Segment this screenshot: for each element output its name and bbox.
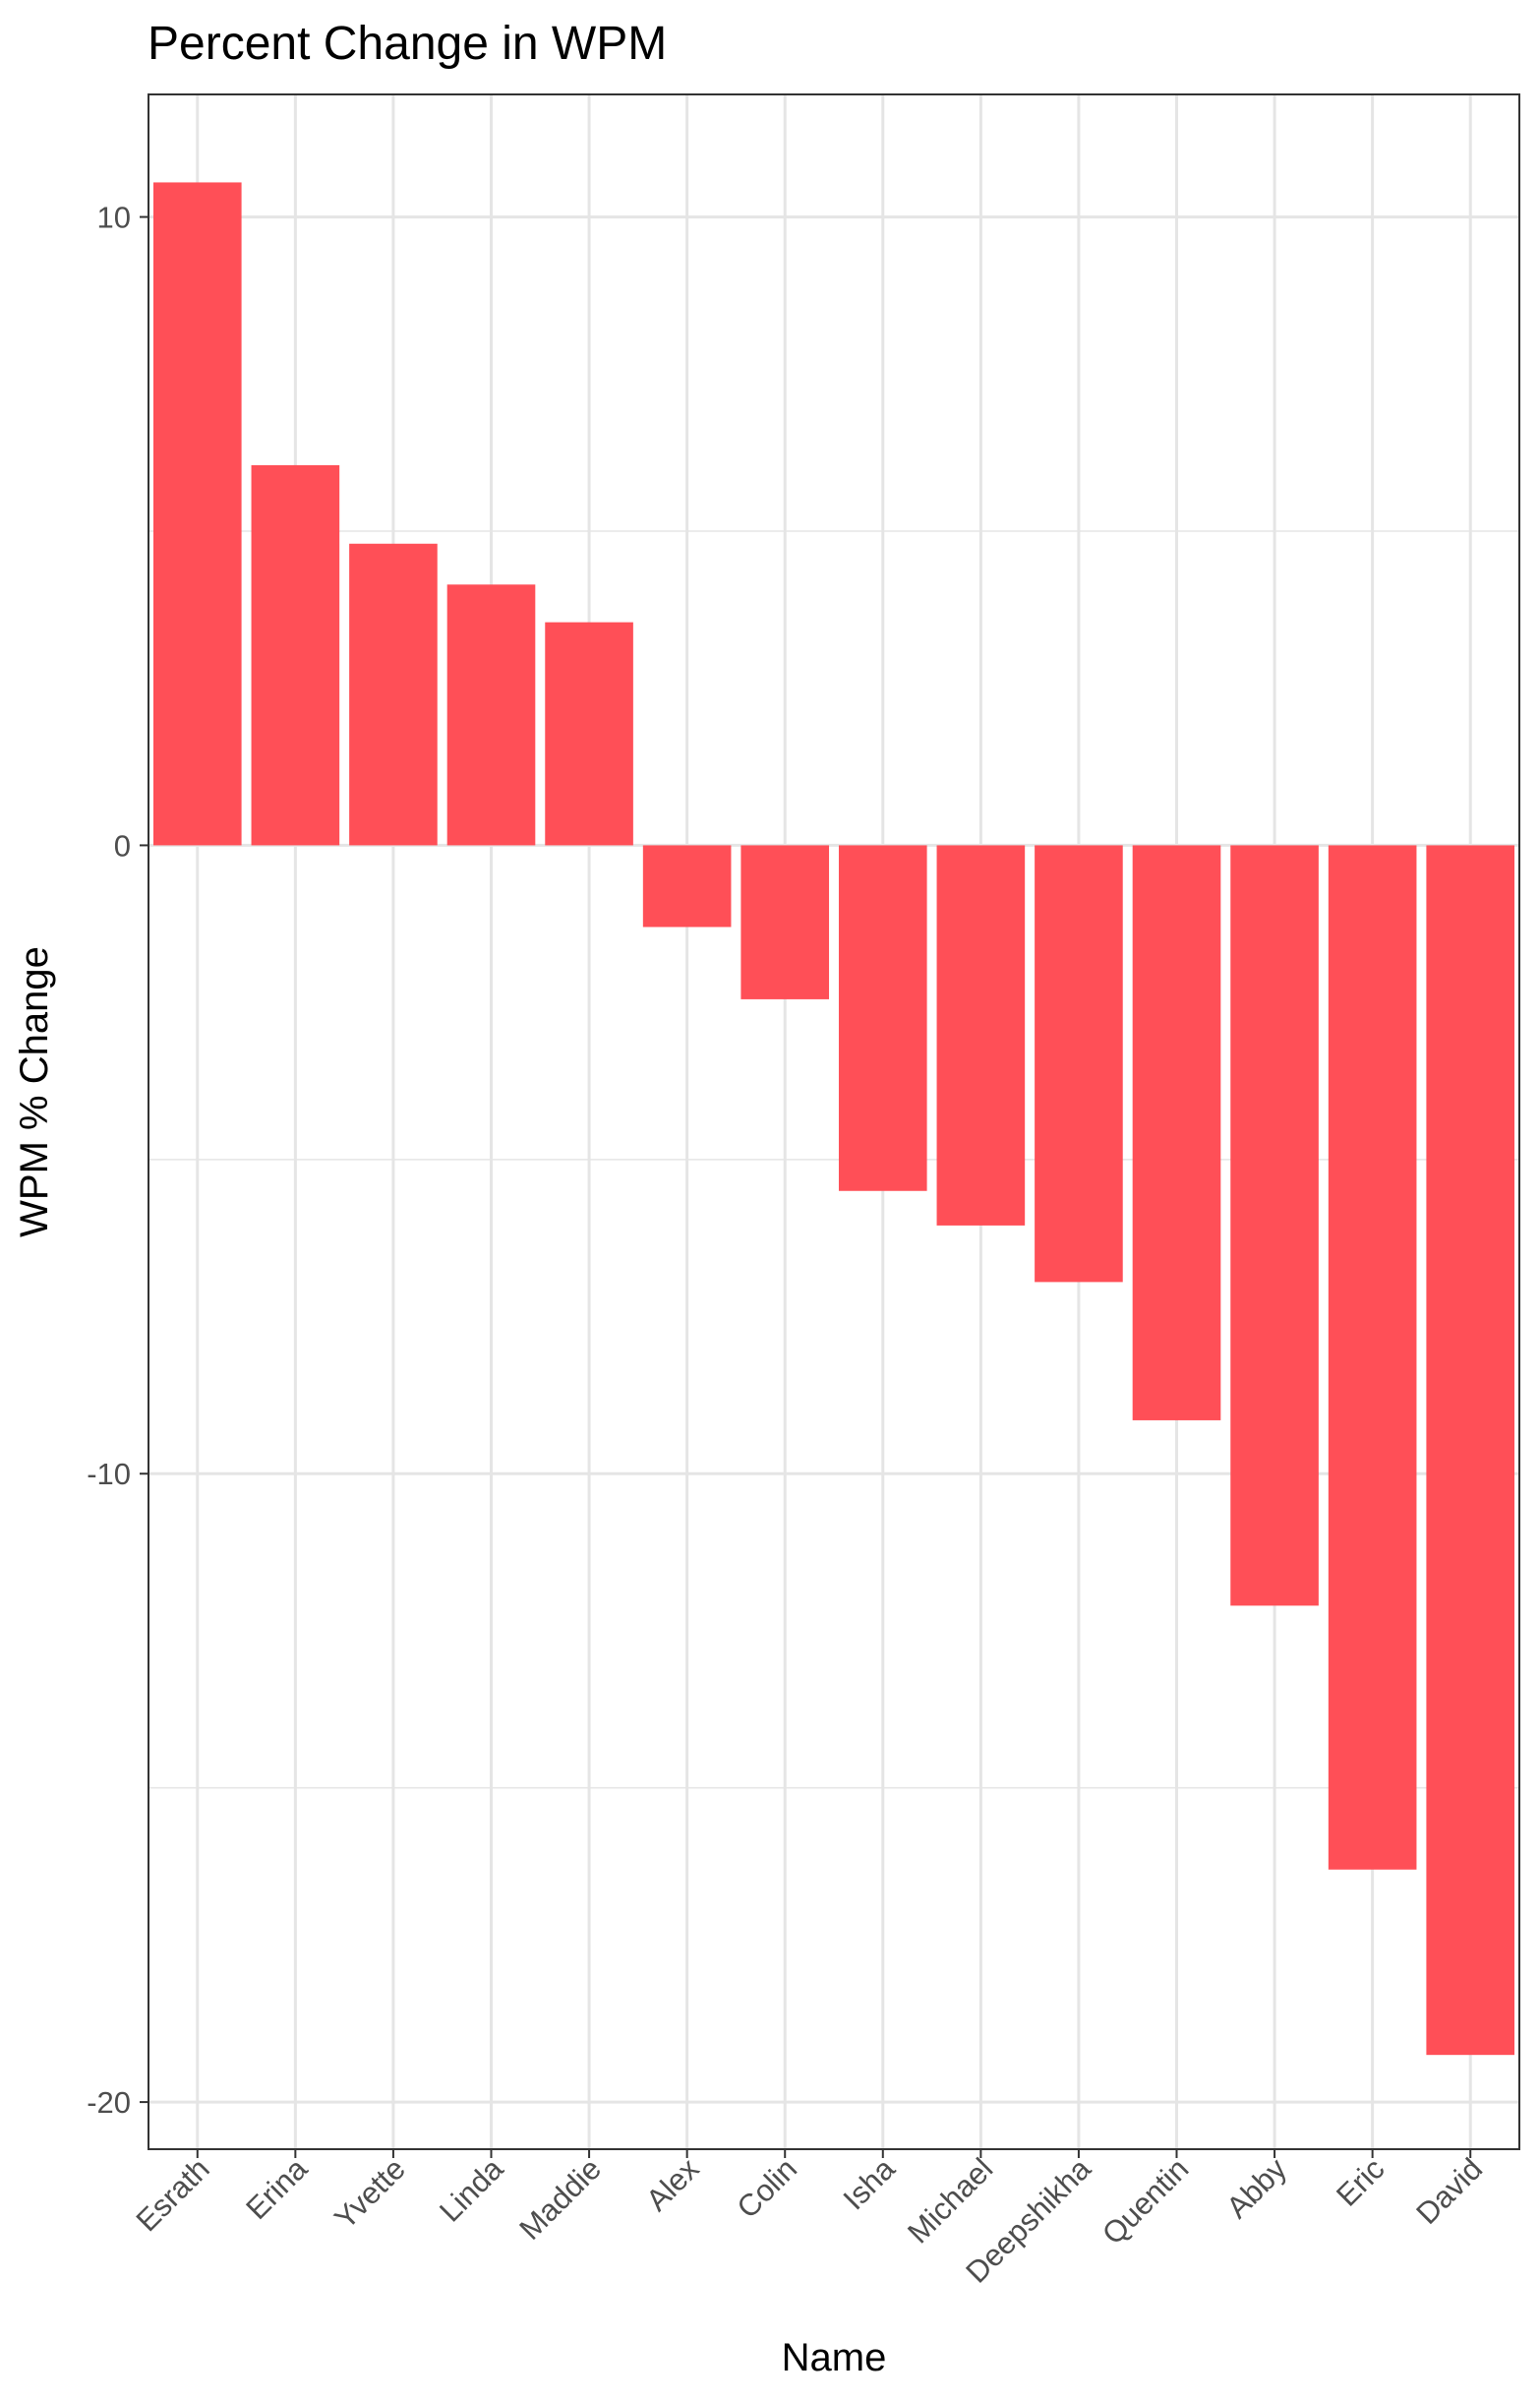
bar-deepshikha	[1035, 845, 1123, 1283]
x-tick-label: Eric	[1330, 2151, 1392, 2213]
x-tick-label: Quentin	[1096, 2151, 1196, 2251]
bar-eric	[1328, 845, 1417, 1870]
y-axis-ticks: 10 0 -10 -20	[87, 201, 148, 2120]
x-axis-title: Name	[782, 2336, 887, 2379]
bar-erina	[251, 464, 340, 846]
x-tick-label: Erina	[239, 2151, 314, 2226]
bar-yvette	[349, 543, 438, 846]
x-tick-label: Maddie	[512, 2151, 608, 2247]
bar-michael	[936, 845, 1026, 1226]
bar-quentin	[1132, 845, 1221, 1420]
y-tick-label: 0	[114, 828, 131, 863]
x-tick-label: Abby	[1219, 2151, 1293, 2225]
bar-alex	[642, 845, 732, 928]
y-tick-label: -20	[87, 2085, 131, 2120]
plot-panel-border	[148, 93, 1520, 2150]
y-axis-title: WPM % Change	[13, 946, 56, 1237]
bars	[152, 182, 1515, 2056]
bar-abby	[1230, 845, 1319, 1606]
bar-linda	[446, 584, 536, 846]
x-tick-label: David	[1409, 2151, 1489, 2231]
bar-david	[1426, 845, 1515, 2056]
x-tick-label: Colin	[730, 2151, 803, 2225]
y-tick-label: -10	[87, 1457, 131, 1491]
bar-isha	[838, 845, 927, 1191]
x-tick-label: Isha	[837, 2151, 903, 2217]
x-tick-label: Esrath	[130, 2151, 216, 2238]
y-tick-label: 10	[97, 201, 131, 235]
x-tick-label: Yvette	[327, 2151, 412, 2236]
x-tick-label: Alex	[639, 2151, 706, 2218]
bar-maddie	[545, 622, 633, 846]
bar-colin	[740, 845, 830, 999]
bar-esrath	[152, 182, 242, 846]
x-tick-label: Michael	[901, 2151, 999, 2250]
x-tick-label: Linda	[433, 2151, 510, 2229]
x-axis-ticks: Esrath Erina Yvette Linda Maddie Alex Colin Ish…	[130, 2149, 1489, 2290]
chart-title: Percent Change in WPM	[148, 18, 667, 70]
